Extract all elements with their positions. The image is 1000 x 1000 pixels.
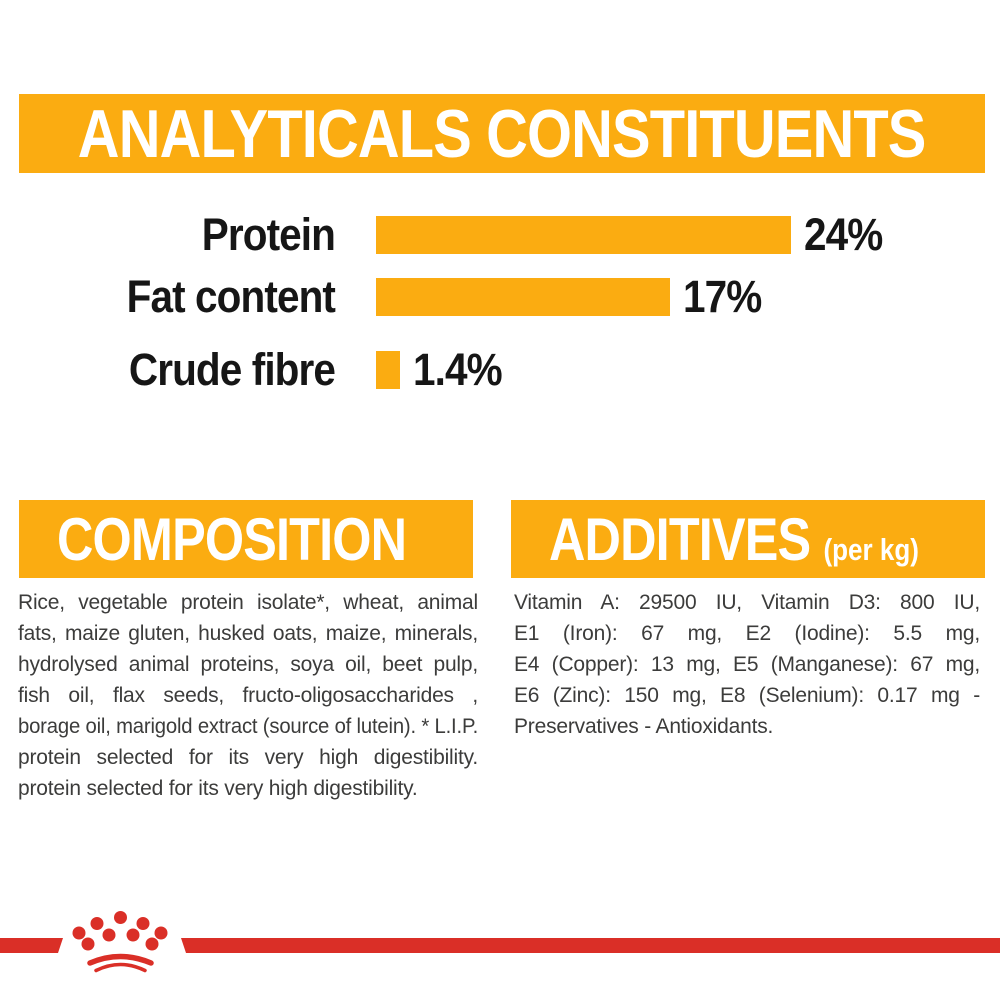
royal-canin-crown-logo-icon: [70, 907, 171, 975]
analyticals-bar-chart: Protein 24% Fat content 17% Crude fibre 1.4%: [0, 209, 1000, 395]
additives-per-kg-label: (per kg): [823, 531, 919, 567]
additives-text: Vitamin A: 29500 IU, Vitamin D3: 800 IU,…: [514, 587, 980, 742]
chart-row: Fat content 17%: [0, 271, 1000, 322]
text-line: hydrolysed animal proteins, soya oil, be…: [18, 653, 478, 676]
text-line: Preservatives - Antioxidants.: [514, 715, 774, 738]
composition-header-banner: COMPOSITION: [19, 500, 473, 578]
brand-stripe-left: [0, 938, 63, 953]
analyticals-title: ANALYTICALS CONSTITUENTS: [78, 95, 927, 172]
chart-bar: [376, 216, 791, 254]
crown-icon: [72, 911, 168, 973]
chart-category-label: Fat content: [126, 271, 336, 322]
additives-header-banner: ADDITIVES (per kg): [511, 500, 985, 578]
chart-value-label: 24%: [804, 209, 883, 260]
text-line: protein selected for its very high diges…: [18, 746, 478, 769]
composition-text: Rice, vegetable protein isolate*, wheat,…: [18, 587, 478, 804]
chart-row: Crude fibre 1.4%: [0, 344, 1000, 395]
analyticals-header-banner: ANALYTICALS CONSTITUENTS: [19, 94, 985, 173]
composition-heading: COMPOSITION: [57, 505, 407, 573]
text-line: E1 (Iron): 67 mg, E2 (Iodine): 5.5 mg,: [514, 622, 980, 645]
additives-heading: ADDITIVES (per kg): [549, 505, 919, 574]
chart-row: Protein 24%: [0, 209, 1000, 260]
text-line: protein selected for its very high diges…: [18, 777, 418, 800]
text-line: fats, maize gluten, husked oats, maize, …: [18, 622, 478, 645]
text-line: Rice, vegetable protein isolate*, wheat,…: [18, 591, 478, 614]
text-line: E6 (Zinc): 150 mg, E8 (Selenium): 0.17 m…: [514, 684, 980, 707]
chart-category-label: Crude fibre: [128, 344, 336, 395]
text-line: E4 (Copper): 13 mg, E5 (Manganese): 67 m…: [514, 653, 980, 676]
text-line: borage oil, marigold extract (source of …: [18, 715, 479, 738]
chart-value-label: 1.4%: [413, 344, 503, 395]
chart-value-label: 17%: [683, 271, 762, 322]
text-line: Vitamin A: 29500 IU, Vitamin D3: 800 IU,: [514, 591, 980, 614]
text-line: fish oil, flax seeds, fructo-oligosaccha…: [18, 684, 478, 707]
chart-bar: [376, 351, 400, 389]
chart-bar: [376, 278, 670, 316]
brand-stripe-right: [181, 938, 1000, 953]
chart-category-label: Protein: [201, 209, 336, 260]
additives-heading-main: ADDITIVES: [549, 505, 811, 573]
